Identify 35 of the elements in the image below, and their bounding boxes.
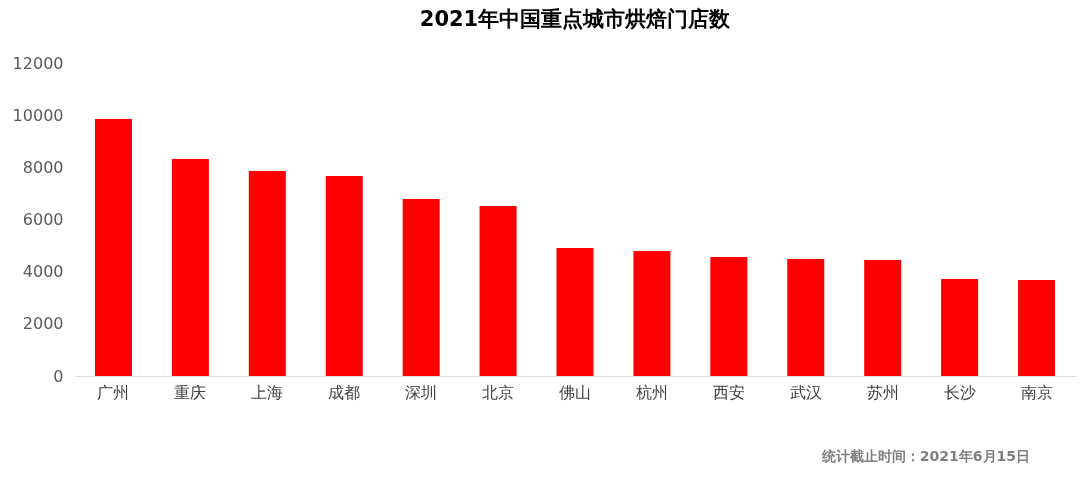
bar: [402, 198, 440, 376]
chart-title: 2021年中国重点城市烘焙门店数: [419, 7, 732, 31]
bar: [171, 158, 209, 376]
x-tick-label: 广州: [97, 382, 130, 402]
bar: [633, 251, 671, 376]
y-tick-label: 4000: [22, 262, 64, 282]
y-tick-label: 2000: [22, 314, 64, 334]
x-tick-label: 杭州: [634, 382, 668, 402]
x-tick-label: 长沙: [943, 382, 976, 402]
y-tick-label: 8000: [22, 157, 64, 177]
bar: [1018, 280, 1056, 376]
x-tick-label: 西安: [712, 382, 745, 402]
y-tick-label: 6000: [22, 210, 64, 229]
y-tick-label: 12000: [12, 53, 64, 73]
text: 统计截止时间：2021年6月15日: [821, 448, 1030, 466]
bar: [248, 170, 286, 376]
x-tick-label: 武汉: [789, 382, 822, 402]
bar: [479, 205, 517, 376]
x-tick-label: 上海: [251, 382, 284, 402]
x-tick-label: 深圳: [405, 382, 438, 402]
x-tick-label: 重庆: [174, 382, 207, 402]
bar: [710, 257, 748, 376]
y-tick-label: 10000: [12, 105, 64, 125]
x-tick-label: 佛山: [559, 382, 591, 402]
bar: [94, 119, 132, 376]
bar: [864, 259, 902, 376]
bar: [325, 175, 363, 376]
bar: [787, 258, 825, 376]
bar: [941, 278, 979, 376]
x-tick-label: 成都: [328, 382, 361, 402]
y-tick-label: 0: [53, 366, 64, 386]
x-tick-label: 苏州: [866, 382, 899, 402]
bar: [556, 247, 594, 376]
x-tick-label: 南京: [1020, 382, 1053, 402]
x-tick-label: 北京: [482, 382, 515, 402]
